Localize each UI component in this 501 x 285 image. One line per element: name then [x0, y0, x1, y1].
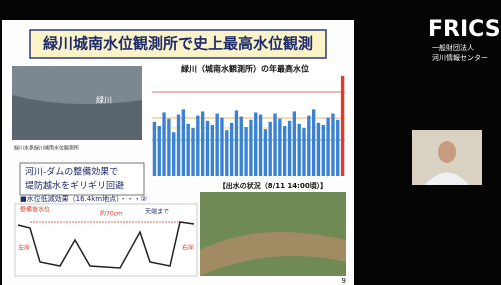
bar [269, 122, 272, 176]
bar [278, 119, 281, 176]
photo-caption: 緑川水系緑川城南水位観測所 [14, 145, 79, 152]
bar [288, 121, 291, 176]
bar [196, 116, 199, 176]
bar [273, 114, 276, 177]
screen: 緑川城南水位観測所で史上最高水位観測 緑川 緑川水系緑川城南水位観測所 緑川（城… [0, 0, 501, 285]
bar [206, 121, 209, 176]
slide-title: 緑川城南水位観測所で史上最高水位観測 [43, 35, 313, 53]
bar [322, 125, 325, 176]
chart-title: 緑川（城南水観測所）の年最高水位 [181, 64, 309, 74]
bar [264, 129, 267, 176]
bar [254, 112, 257, 176]
bar [331, 114, 334, 177]
bar [153, 122, 156, 176]
bar [177, 115, 180, 176]
bar [297, 124, 300, 176]
bar [201, 111, 204, 176]
bar [225, 130, 228, 176]
bar [158, 126, 161, 176]
diagram-label: 整備後水位 [20, 206, 50, 214]
bar [167, 119, 170, 176]
bar [307, 116, 310, 176]
bar [235, 110, 238, 176]
diagram-label: 約70cm [100, 210, 123, 218]
effect-line1: 河川-ダムの整備効果で [25, 166, 118, 178]
bar [172, 132, 175, 176]
bank-label: 左岸 [18, 244, 30, 252]
bar [191, 128, 194, 176]
effect-line2: 堤防越水をギリギリ回避 [25, 180, 124, 192]
bar [317, 123, 320, 176]
bar [244, 127, 247, 176]
bar [186, 124, 189, 176]
bar [326, 118, 329, 176]
bar [283, 126, 286, 176]
bar [215, 114, 218, 177]
bar [230, 123, 233, 176]
logo-org: 一般財団法人 [432, 43, 474, 52]
bar [240, 117, 243, 176]
bar [249, 120, 252, 176]
bar [259, 115, 262, 176]
photo-label: 緑川 [96, 95, 112, 105]
bar [312, 109, 315, 176]
webcam-person-head [438, 141, 456, 163]
bar [162, 112, 165, 176]
bar [182, 109, 185, 176]
bar [302, 128, 305, 176]
logo-org: 河川情報センター [432, 53, 488, 62]
page-number: 9 [342, 277, 346, 285]
aerial-title: 【出水の状況（8/11 14:00頃）】 [219, 181, 327, 190]
bar [220, 118, 223, 176]
bank-label: 右岸 [182, 244, 194, 252]
effect-heading: ■水位低減効果（16.4km地点）・・・② [20, 194, 147, 203]
bar [211, 125, 214, 176]
bar [293, 111, 296, 176]
logo: FRICS [428, 17, 501, 42]
bar [336, 120, 339, 176]
bar [341, 76, 344, 176]
diagram-label: 天端まで [145, 208, 169, 216]
